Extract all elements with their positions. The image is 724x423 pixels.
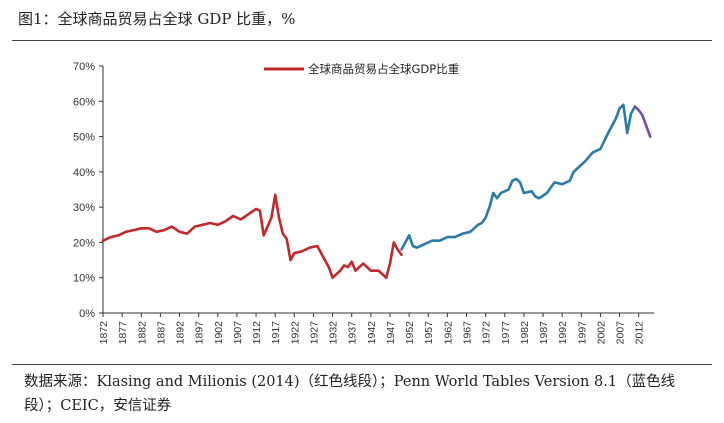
x-tick-label: 1902	[213, 321, 225, 345]
source-note: 数据来源：Klasing and Milionis (2014)（红色线段）；P…	[24, 374, 676, 414]
x-tick-label: 1887	[155, 321, 167, 345]
x-tick-label: 1882	[136, 321, 148, 345]
chart-title: 图1：全球商品贸易占全球 GDP 比重，%	[18, 10, 296, 28]
line-chart: 0% 10% 20% 30% 40% 50% 60% 70% 1872 1877 1882 1887…	[73, 61, 654, 344]
x-tick-label: 1947	[385, 321, 397, 345]
y-tick-label: 60%	[73, 96, 95, 108]
top-rule	[12, 40, 712, 41]
y-tick-label: 0%	[79, 308, 95, 320]
x-tick-label: 1912	[251, 321, 263, 345]
x-tick-label: 1917	[270, 321, 282, 345]
y-tick-label: 20%	[73, 237, 95, 249]
x-tick-label: 1967	[462, 321, 474, 345]
y-tick-label: 50%	[73, 132, 95, 144]
bottom-rule	[12, 364, 712, 365]
series-lines	[101, 103, 652, 280]
y-tick-label: 10%	[73, 273, 95, 285]
series-line-0	[101, 193, 403, 280]
y-axis-ticks: 0% 10% 20% 30% 40% 50% 60% 70%	[73, 61, 103, 320]
x-tick-label: 2007	[615, 321, 627, 345]
x-axis-ticks: 1872 1877 1882 1887 1892 1897 1902 1907 1912 1917…	[98, 313, 646, 344]
x-tick-label: 1942	[366, 321, 378, 345]
x-tick-label: 2002	[595, 321, 607, 345]
x-tick-label: 1972	[481, 321, 493, 345]
x-tick-label: 1872	[98, 321, 110, 345]
x-tick-label: 1982	[519, 321, 531, 345]
x-tick-label: 1952	[404, 321, 416, 345]
x-tick-label: 1957	[423, 321, 435, 345]
x-tick-label: 1897	[194, 321, 206, 345]
y-tick-label: 40%	[73, 167, 95, 179]
x-tick-label: 1907	[232, 321, 244, 345]
x-tick-label: 1922	[289, 321, 301, 345]
chart-legend: 全球商品贸易占全球GDP比重	[264, 62, 459, 76]
x-tick-label: 1977	[500, 321, 512, 345]
x-tick-label: 1932	[328, 321, 340, 345]
x-tick-label: 1992	[557, 321, 569, 345]
x-tick-label: 1927	[308, 321, 320, 345]
x-tick-label: 1892	[175, 321, 187, 345]
x-tick-label: 1962	[442, 321, 454, 345]
series-line-1	[400, 103, 637, 251]
x-tick-label: 1937	[347, 321, 359, 345]
x-tick-label: 1987	[538, 321, 550, 345]
y-tick-label: 70%	[73, 61, 95, 73]
legend-label: 全球商品贸易占全球GDP比重	[308, 62, 459, 76]
series-line-2	[633, 105, 652, 138]
x-tick-label: 2012	[634, 321, 646, 345]
x-tick-label: 1877	[117, 321, 129, 345]
x-tick-label: 1997	[576, 321, 588, 345]
y-tick-label: 30%	[73, 202, 95, 214]
chart-axes	[102, 66, 654, 314]
